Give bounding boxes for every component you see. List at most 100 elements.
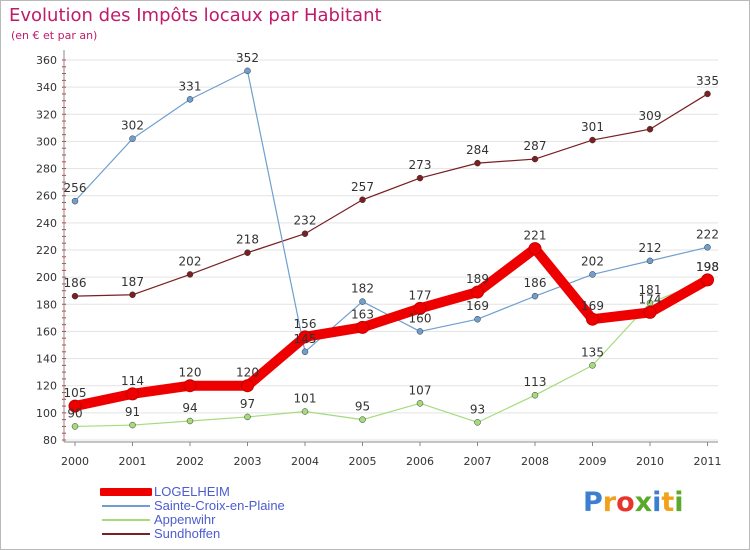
point-sundhoffen-2004: [301, 230, 309, 237]
data-label-appenwihr-2011: 198: [696, 260, 719, 274]
x-tick-label-2011: 2011: [694, 455, 722, 468]
point-appenwihr-2009: [589, 362, 596, 369]
x-tick-label-2003: 2003: [234, 455, 262, 468]
point-logelheim-2001: [126, 387, 139, 401]
point-appenwihr-2003: [244, 413, 251, 421]
data-label-sainte-croix-en-plaine-2011: 222: [696, 227, 719, 241]
data-label-logelheim-2002: 120: [179, 366, 202, 380]
point-sundhoffen-2009: [589, 136, 596, 144]
data-label-appenwihr-2009: 135: [581, 345, 604, 359]
point-logelheim-2008: [528, 242, 542, 256]
legend-label-sainte-croix: Sainte-Croix-en-Plaine: [154, 498, 285, 513]
series-line-logelheim: [70, 243, 713, 412]
data-label-sundhoffen-2004: 232: [294, 214, 317, 228]
y-tick-label-200: 200: [36, 271, 57, 284]
data-label-logelheim-2006: 177: [409, 288, 432, 302]
data-label-logelheim-2009: 169: [581, 299, 604, 313]
data-label-appenwihr-2008: 113: [524, 375, 547, 389]
logo-letter-3: x: [634, 487, 653, 518]
data-label-logelheim-2004: 156: [294, 317, 317, 331]
x-tick-label-2007: 2007: [464, 455, 492, 468]
y-tick-label-240: 240: [36, 217, 57, 230]
chart-title: Evolution des Impôts locaux par Habitant: [9, 5, 382, 26]
data-label-appenwihr-2000: 90: [67, 406, 82, 420]
data-label-sainte-croix-en-plaine-2001: 302: [121, 119, 144, 133]
point-logelheim-2011: [701, 273, 714, 287]
data-label-sainte-croix-en-plaine-2002: 331: [179, 79, 202, 93]
point-logelheim-2005: [356, 320, 369, 334]
point-sainte-croix-en-plaine-2006: [416, 328, 424, 335]
data-label-logelheim-2007: 189: [466, 272, 489, 286]
point-sainte-croix-en-plaine-2011: [704, 244, 711, 251]
y-tick-label-340: 340: [36, 81, 57, 94]
data-label-sundhoffen-2005: 257: [351, 180, 374, 194]
point-sundhoffen-2008: [531, 155, 539, 163]
point-sundhoffen-2007: [474, 159, 481, 167]
data-label-appenwihr-2004: 101: [294, 392, 317, 406]
chart-subtitle: (en € et par an): [11, 29, 98, 42]
point-appenwihr-2001: [129, 421, 136, 429]
y-tick-label-140: 140: [36, 353, 57, 366]
data-label-sainte-croix-en-plaine-2000: 256: [64, 181, 87, 195]
point-logelheim-2003: [241, 379, 254, 393]
point-logelheim-2000: [68, 399, 82, 413]
point-appenwihr-2007: [474, 419, 481, 426]
point-logelheim-2009: [586, 312, 599, 326]
data-label-appenwihr-2003: 97: [240, 397, 255, 411]
data-label-appenwihr-2007: 93: [470, 402, 485, 416]
series-line-sundhoffen: [74, 93, 709, 297]
data-label-appenwihr-2006: 107: [409, 383, 432, 397]
logo-letter-6: i: [674, 487, 684, 518]
data-label-logelheim-2000: 105: [64, 386, 87, 400]
y-tick-label-180: 180: [36, 298, 57, 311]
legend-item-sundhoffen: Sundhoffen: [100, 527, 285, 541]
point-sundhoffen-2000: [71, 292, 79, 300]
y-tick-label-160: 160: [36, 325, 57, 338]
legend-swatch-sundhoffen: [102, 533, 150, 535]
legend-label-sundhoffen: Sundhoffen: [154, 526, 221, 541]
data-label-sundhoffen-2007: 284: [466, 143, 489, 157]
x-tick-label-2005: 2005: [349, 455, 377, 468]
legend-swatch-appenwihr: [102, 519, 150, 521]
x-tick-label-2002: 2002: [176, 455, 204, 468]
logo-letter-1: r: [602, 487, 617, 518]
y-tick-label-320: 320: [36, 108, 57, 121]
data-label-sundhoffen-2000: 186: [64, 276, 87, 290]
point-appenwihr-2000: [71, 423, 79, 430]
data-label-logelheim-2011: 198: [696, 260, 719, 274]
point-sainte-croix-en-plaine-2000: [71, 197, 79, 205]
data-label-sundhoffen-2011: 335: [696, 74, 719, 88]
point-sainte-croix-en-plaine-2004: [301, 348, 309, 356]
y-tick-label-260: 260: [36, 190, 57, 203]
data-label-sundhoffen-2009: 301: [581, 120, 604, 134]
data-label-sundhoffen-2006: 273: [409, 158, 432, 172]
data-label-sainte-croix-en-plaine-2003: 352: [236, 51, 259, 65]
logo-letter-5: t: [661, 487, 675, 518]
data-label-sainte-croix-en-plaine-2005: 182: [351, 282, 374, 296]
point-sundhoffen-2001: [129, 291, 136, 299]
data-label-sainte-croix-en-plaine-2007: 169: [466, 299, 489, 313]
data-label-logelheim-2001: 114: [121, 374, 144, 388]
legend-item-appenwihr: Appenwihr: [100, 513, 285, 527]
legend: LOGELHEIM Sainte-Croix-en-Plaine Appenwi…: [100, 485, 285, 541]
data-label-logelheim-2003: 120: [236, 366, 259, 380]
data-label-appenwihr-2001: 91: [125, 405, 140, 419]
x-tick-label-2006: 2006: [406, 455, 434, 468]
plot-area: [64, 50, 719, 442]
point-logelheim-2010: [643, 305, 657, 319]
data-label-sundhoffen-2003: 218: [236, 233, 259, 247]
series-line-appenwihr: [74, 279, 709, 428]
point-sainte-croix-en-plaine-2001: [129, 135, 136, 142]
legend-label-logelheim: LOGELHEIM: [154, 484, 230, 499]
y-tick-label-360: 360: [36, 54, 57, 67]
data-label-sundhoffen-2010: 309: [639, 109, 662, 123]
proxiti-logo: Proxiti: [583, 487, 684, 518]
data-label-sainte-croix-en-plaine-2006: 160: [409, 311, 432, 325]
point-appenwihr-2008: [531, 391, 539, 399]
data-label-sundhoffen-2002: 202: [179, 254, 202, 268]
point-appenwihr-2004: [301, 408, 309, 415]
y-tick-label-80: 80: [43, 434, 57, 447]
x-tick-label-2008: 2008: [521, 455, 549, 468]
y-tick-label-220: 220: [36, 244, 57, 257]
data-label-appenwihr-2005: 95: [355, 400, 370, 414]
